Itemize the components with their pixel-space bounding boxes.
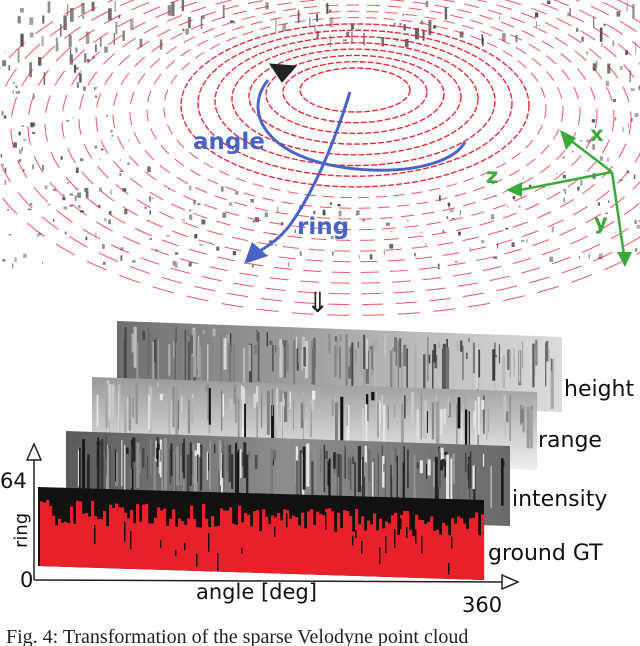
figure-caption: Fig. 4: Transformation of the sparse Vel… [6, 626, 469, 646]
y-axis-min-label: 0 [20, 568, 33, 592]
ground-gt-image-texture [40, 499, 485, 580]
height-layer-label: height [564, 377, 634, 402]
coordinate-frame [519, 139, 626, 256]
axis-x-label: x [590, 122, 604, 146]
intensity-layer-label: intensity [512, 487, 607, 512]
x-axis-arrowhead-icon [501, 573, 520, 591]
intensity-image-texture [69, 435, 505, 520]
angle-arc [256, 79, 467, 172]
point-cloud-panel: angle ring x z y [0, 0, 640, 316]
ground-gt-layer-label: ground GT [488, 541, 603, 566]
x-axis-max-label: 360 [462, 593, 502, 617]
height-image-texture [123, 326, 557, 409]
stacked-image-layers [38, 321, 562, 580]
point-cloud-structures [0, 0, 640, 270]
angle-label: angle [193, 129, 265, 155]
angle-arrowhead-icon [269, 63, 298, 83]
ring-label: ring [297, 214, 349, 240]
z-axis-arrowhead-icon [506, 182, 522, 197]
range-layer-label: range [538, 428, 602, 453]
y-axis-arrowhead-icon [25, 442, 43, 461]
y-axis-arrowhead-icon [617, 252, 632, 267]
transformation-arrow-icon: ⇓ [306, 286, 329, 319]
ring-arrowhead-icon [244, 242, 268, 264]
image-axes [25, 442, 520, 591]
x-axis-arrowhead-icon [560, 130, 576, 150]
sensor-blind-spot [310, 70, 400, 106]
y-axis-max-label: 64 [0, 469, 27, 493]
ring-arrow-line [257, 91, 352, 254]
axis-y-label: y [594, 210, 608, 234]
x-axis-title: angle [deg] [196, 580, 317, 604]
range-image-texture [96, 380, 533, 468]
y-axis-title: ring [11, 513, 32, 548]
ground-scan-rings [0, 0, 640, 316]
axis-z-label: z [486, 164, 498, 188]
